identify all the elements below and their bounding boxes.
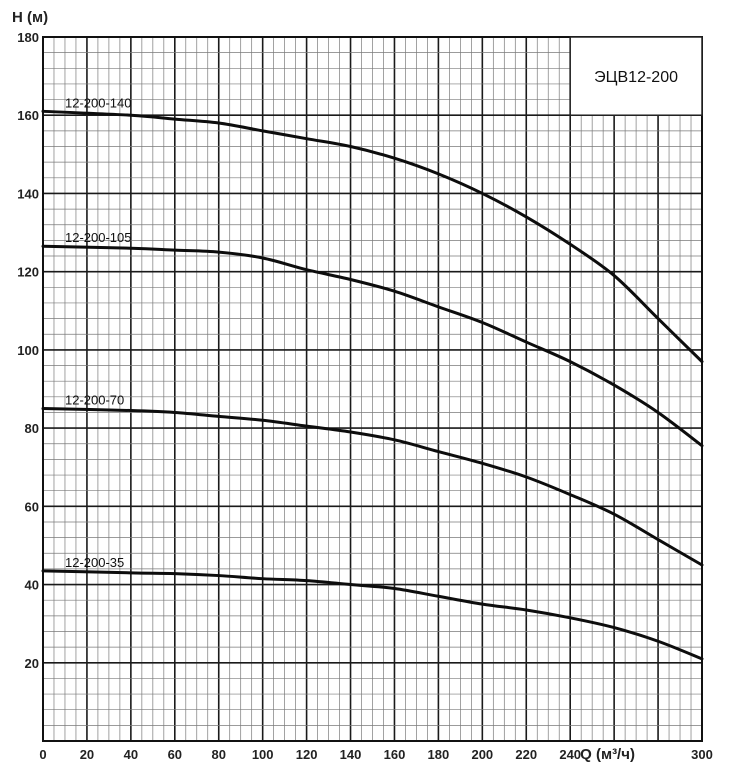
series-line-12-200-140 <box>41 109 704 364</box>
curves: 12-200-140 12-200-105 12-200-70 12-200-35 <box>41 95 704 661</box>
x-tick-label: 0 <box>39 747 46 762</box>
x-tick-label: 100 <box>252 747 274 762</box>
x-tick-label: 120 <box>296 747 318 762</box>
y-tick-label: 80 <box>25 421 39 436</box>
x-tick-label: 220 <box>515 747 537 762</box>
plot-frame <box>42 36 703 742</box>
x-tick-label: 40 <box>124 747 138 762</box>
series-label-12-200-70: 12-200-70 <box>65 393 124 408</box>
y-tick-label: 160 <box>17 108 39 123</box>
chart-title: ЭЦВ12-200 <box>594 69 678 86</box>
grid <box>42 36 703 742</box>
x-tick-label: 180 <box>428 747 450 762</box>
y-axis-label: H (м) <box>12 9 48 26</box>
y-tick-label: 120 <box>17 265 39 280</box>
y-tick-label: 20 <box>25 656 39 671</box>
y-tick-label: 40 <box>25 578 39 593</box>
series-line-12-200-35 <box>41 569 704 661</box>
x-tick-label: 240 <box>559 747 581 762</box>
series-line-12-200-105 <box>41 244 704 448</box>
x-tick-label: 60 <box>168 747 182 762</box>
y-tick-label: 180 <box>17 30 39 45</box>
series-label-12-200-105: 12-200-105 <box>65 230 132 245</box>
title-box: ЭЦВ12-200 <box>569 36 703 116</box>
x-tick-label: 300 <box>691 747 713 762</box>
x-tick-label: 80 <box>211 747 225 762</box>
y-tick-label: 140 <box>17 186 39 201</box>
tick-labels: 0 20 40 60 80 100 120 140 160 180 200 220 240 300 20 40… <box>17 30 713 762</box>
series-label-12-200-35: 12-200-35 <box>65 555 124 570</box>
x-tick-label: 200 <box>471 747 493 762</box>
y-tick-label: 60 <box>25 499 39 514</box>
x-axis-label: Q (м³/ч) <box>580 746 635 763</box>
x-tick-label: 20 <box>80 747 94 762</box>
x-tick-label: 140 <box>340 747 362 762</box>
x-tick-label: 160 <box>384 747 406 762</box>
title-box-frame <box>569 36 703 116</box>
series-label-12-200-140: 12-200-140 <box>65 95 132 110</box>
series-line-12-200-70 <box>41 407 704 567</box>
y-tick-label: 100 <box>17 343 39 358</box>
